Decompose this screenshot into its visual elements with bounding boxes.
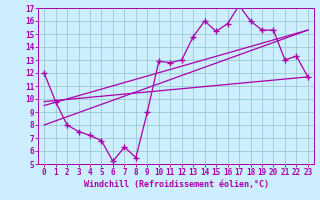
X-axis label: Windchill (Refroidissement éolien,°C): Windchill (Refroidissement éolien,°C) xyxy=(84,180,268,189)
